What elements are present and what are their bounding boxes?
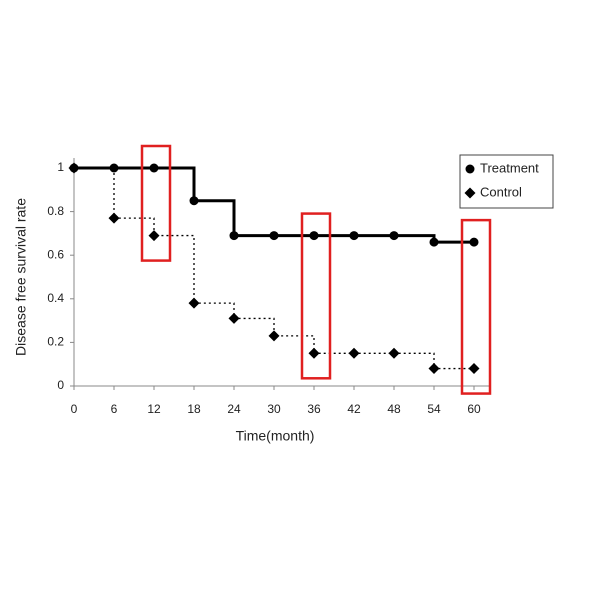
- point: [308, 347, 320, 359]
- x-tick-label: 54: [427, 402, 441, 416]
- point: [149, 163, 159, 173]
- point: [108, 212, 120, 224]
- x-tick-label: 42: [347, 402, 361, 416]
- x-tick-label: 12: [147, 402, 161, 416]
- x-tick-label: 24: [227, 402, 241, 416]
- legend-label: Treatment: [480, 160, 539, 175]
- point: [68, 162, 80, 174]
- legend-marker: [464, 187, 476, 199]
- series-line: [74, 166, 474, 244]
- highlight-box: [140, 144, 172, 262]
- y-tick-label: 0.8: [47, 204, 64, 218]
- series-line: [74, 167, 474, 370]
- x-tick-label: 0: [71, 402, 78, 416]
- point: [188, 297, 200, 309]
- point: [189, 196, 199, 206]
- point: [229, 231, 239, 241]
- y-tick-label: 0.4: [47, 291, 64, 305]
- point: [349, 231, 359, 241]
- highlight-box: [300, 212, 332, 380]
- point: [269, 231, 279, 241]
- point: [469, 237, 479, 247]
- point: [148, 230, 160, 242]
- point: [428, 363, 440, 375]
- point: [228, 312, 240, 324]
- x-tick-label: 18: [187, 402, 201, 416]
- x-tick-label: 6: [111, 402, 118, 416]
- x-tick-label: 36: [307, 402, 321, 416]
- y-tick-label: 0.2: [47, 335, 64, 349]
- point: [389, 231, 399, 241]
- legend-marker: [465, 164, 475, 174]
- y-tick-label: 1: [57, 160, 64, 174]
- legend-label: Control: [480, 184, 522, 199]
- point: [309, 231, 319, 241]
- highlight-box: [460, 218, 492, 395]
- point: [468, 363, 480, 375]
- point: [388, 347, 400, 359]
- x-tick-label: 30: [267, 402, 281, 416]
- y-axis-label: Disease free survival rate: [13, 198, 29, 356]
- x-axis-label: Time(month): [236, 428, 315, 444]
- x-tick-label: 48: [387, 402, 401, 416]
- point: [429, 237, 439, 247]
- legend-box: [459, 154, 554, 209]
- y-tick-label: 0: [57, 378, 64, 392]
- x-tick-label: 60: [467, 402, 481, 416]
- point: [348, 347, 360, 359]
- y-tick-label: 0.6: [47, 247, 64, 261]
- point: [268, 330, 280, 342]
